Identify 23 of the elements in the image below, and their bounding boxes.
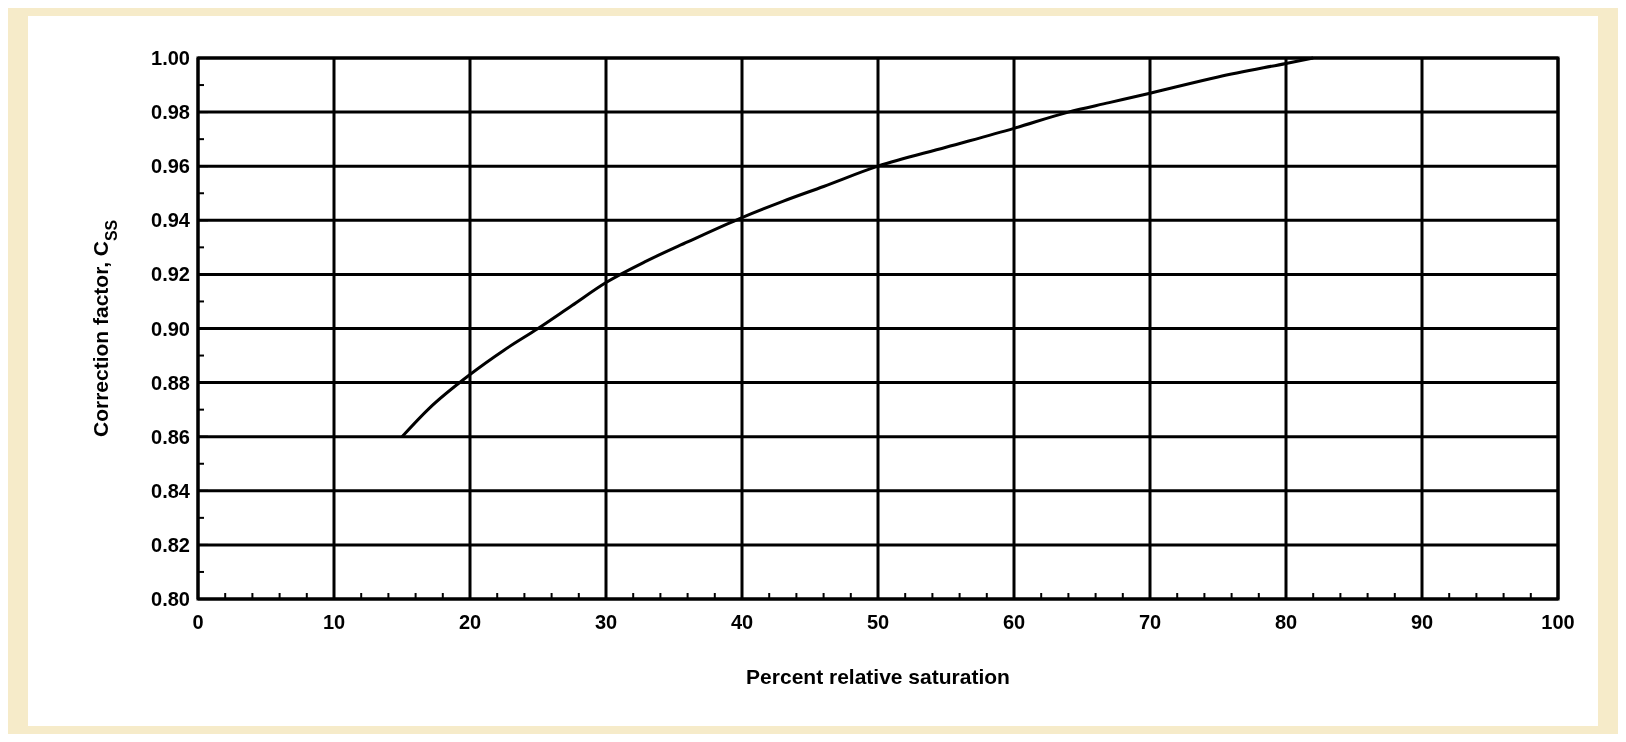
y-tick-label: 0.80 — [151, 588, 190, 610]
x-tick-label: 90 — [1410, 611, 1434, 633]
y-tick-label: 0.90 — [151, 317, 190, 340]
y-tick-label: 0.92 — [151, 263, 190, 286]
x-tick-label: 50 — [866, 611, 890, 633]
x-tick-label: 80 — [1274, 611, 1298, 633]
x-tick-label: 100 — [1541, 611, 1575, 633]
y-tick-label: 0.86 — [151, 425, 190, 448]
x-tick-label: 30 — [594, 611, 618, 633]
x-tick-label: 60 — [1002, 611, 1026, 633]
x-axis-title: Percent relative saturation — [746, 665, 1010, 688]
x-tick-label: 70 — [1138, 611, 1162, 633]
y-tick-label: 1.00 — [151, 47, 190, 69]
x-tick-label: 40 — [730, 611, 754, 633]
x-tick-label: 10 — [322, 611, 346, 633]
y-tick-label: 0.94 — [151, 209, 191, 232]
y-tick-label: 0.84 — [151, 479, 191, 502]
y-tick-label: 0.98 — [151, 101, 190, 124]
x-tick-label: 20 — [458, 611, 482, 633]
y-tick-label: 0.82 — [151, 533, 190, 556]
x-tick-label: 0 — [192, 611, 204, 633]
y-tick-label: 0.88 — [151, 371, 190, 394]
y-tick-label: 0.96 — [151, 155, 190, 178]
